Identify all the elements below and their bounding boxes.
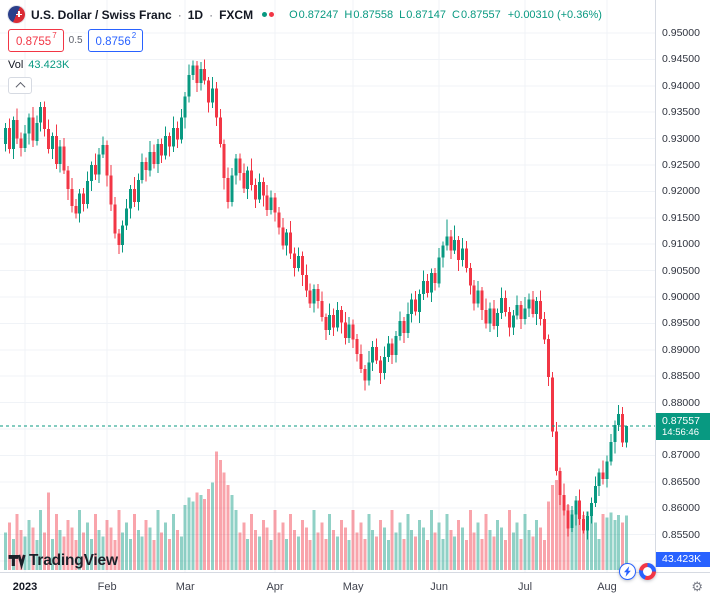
separator: · [177, 7, 182, 22]
separator: · [209, 7, 214, 22]
buy-price-button[interactable]: 0.87562 [87, 29, 144, 52]
price-tick-label: 0.92500 [662, 159, 700, 171]
volume-value: 43.423K [28, 58, 70, 71]
spread-value: 0.5 [67, 32, 84, 48]
time-tick-label[interactable]: Apr [266, 581, 284, 593]
down-candle-dot-icon [269, 12, 275, 17]
tradingview-logo-icon [8, 554, 26, 570]
chevron-up-icon [15, 81, 25, 92]
price-tick-label: 0.92000 [662, 185, 700, 198]
candlestick-svg [0, 0, 655, 572]
promo-ring-button[interactable] [639, 563, 656, 580]
price-tick-label: 0.90500 [662, 264, 700, 277]
lightning-button[interactable] [619, 563, 636, 580]
volume-legend[interactable]: Vol 43.423K [8, 59, 602, 71]
time-axis[interactable]: ⚙ 2023 Feb Mar Apr May Jun Jul Aug [0, 572, 710, 600]
close-value: 0.87557 [460, 8, 501, 21]
volume-label: Vol [8, 58, 24, 71]
lightning-icon [623, 566, 631, 577]
chart-plot-area[interactable] [0, 0, 655, 572]
bar-countdown: 14:56:46 [662, 427, 699, 438]
last-price-badge: 0.87557 14:56:46 [656, 413, 710, 440]
symbol-logo-icon [8, 6, 25, 23]
price-tick-label: 0.86500 [662, 475, 700, 488]
time-tick-label[interactable]: Jun [430, 581, 448, 593]
price-axis[interactable]: 0.87557 14:56:46 43.423K 0.95000 0.94500 0… [655, 0, 710, 572]
price-tick-label: 0.85500 [662, 528, 700, 541]
low-label: L [399, 8, 406, 21]
bid-main: 0.8755 [16, 35, 52, 48]
price-tick-label: 0.86000 [662, 502, 700, 515]
price-tick-label: 0.93500 [662, 106, 700, 119]
time-tick-label[interactable]: Feb [97, 581, 117, 593]
pane-collapse-button[interactable] [8, 76, 32, 94]
time-tick-label[interactable]: Mar [175, 581, 195, 593]
price-tick-label: 0.91000 [662, 238, 700, 251]
low-value: 0.87147 [406, 8, 446, 21]
high-label: H [344, 8, 353, 21]
price-tick-label: 0.94500 [662, 53, 700, 66]
price-tick-label: 0.91500 [662, 211, 700, 224]
price-tick-label: 0.95000 [662, 27, 700, 39]
price-tick-label: 0.88500 [662, 370, 700, 383]
price-tick-label: 0.90000 [662, 291, 700, 303]
time-tick-label[interactable]: May [342, 581, 364, 593]
gear-icon[interactable]: ⚙ [691, 579, 703, 594]
change-value: +0.00310 (+0.36%) [507, 8, 602, 21]
tradingview-logo[interactable]: TradingView [7, 551, 118, 570]
open-value: 0.87247 [298, 8, 339, 21]
last-price-value: 0.87557 [662, 415, 700, 427]
open-label: O [289, 8, 298, 21]
time-tick-label[interactable]: Jul [517, 581, 533, 593]
exchange-label[interactable]: FXCM [219, 7, 254, 22]
sell-price-button[interactable]: 0.87557 [8, 29, 64, 52]
time-tick-label[interactable]: Aug [597, 581, 617, 593]
interval-button[interactable]: 1D [187, 7, 204, 22]
bid-pipette: 7 [52, 31, 57, 40]
floating-buttons [619, 563, 656, 580]
price-tick-label: 0.89000 [662, 343, 700, 356]
ask-main: 0.8756 [95, 35, 131, 48]
symbol-name[interactable]: U.S. Dollar / Swiss Franc [31, 7, 172, 22]
time-tick-label[interactable]: 2023 [12, 581, 38, 593]
close-label: C [452, 8, 460, 21]
tradingview-logo-text: TradingView [29, 551, 118, 569]
ring-icon [643, 567, 652, 576]
ask-pipette: 2 [131, 31, 137, 40]
price-tick-label: 0.89500 [662, 317, 700, 330]
price-tick-label: 0.87000 [662, 449, 700, 462]
ohlc-readout: O 0.87247 H 0.87558 L 0.87147 C 0.87557 +0.0… [283, 9, 602, 21]
high-value: 0.87558 [353, 8, 394, 21]
up-candle-dot-icon [262, 12, 268, 17]
price-tick-label: 0.93000 [662, 132, 700, 145]
price-tick-label: 0.94000 [662, 79, 700, 92]
chart-style-icon[interactable] [262, 12, 275, 17]
volume-axis-badge: 43.423K [656, 552, 710, 567]
price-tick-label: 0.88000 [662, 396, 700, 409]
